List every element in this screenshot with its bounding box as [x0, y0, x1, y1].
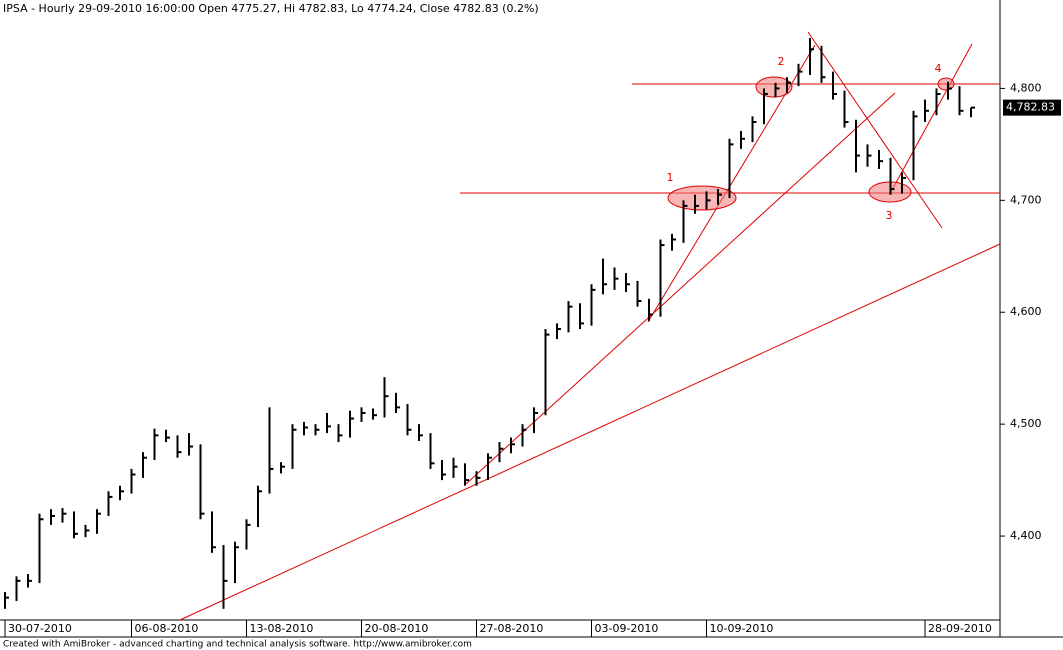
trend-line	[891, 43, 973, 191]
x-tick-label: 30-07-2010	[8, 622, 72, 635]
x-tick-label: 20-08-2010	[365, 622, 429, 635]
annotation: 1	[667, 171, 674, 184]
x-tick-label: 28-09-2010	[928, 622, 992, 635]
annotation: 3	[886, 209, 893, 222]
highlight	[937, 77, 955, 91]
x-tick-label: 27-08-2010	[480, 622, 544, 635]
highlight	[667, 185, 737, 211]
x-tick-label: 03-09-2010	[595, 622, 659, 635]
y-tick-label: 4,600	[1010, 305, 1042, 318]
chart-title: IPSA - Hourly 29-09-2010 16:00:00 Open 4…	[3, 2, 539, 15]
y-tick-label: 4,800	[1010, 81, 1042, 94]
y-tick-label: 4,400	[1010, 529, 1042, 542]
drawings	[179, 31, 1001, 621]
y-tick-label: 4,700	[1010, 193, 1042, 206]
trend-line	[465, 92, 896, 485]
x-tick-label: 06-08-2010	[135, 622, 199, 635]
y-tick-label: 4,500	[1010, 417, 1042, 430]
annotation: 4	[935, 62, 942, 75]
trend-line	[807, 31, 943, 229]
last-price-box	[1003, 99, 1061, 116]
x-tick-label: 10-09-2010	[710, 622, 774, 635]
last-price-label: 4,782.83	[1006, 101, 1055, 114]
trend-line	[179, 243, 1001, 621]
x-tick-label: 13-08-2010	[250, 622, 314, 635]
footer: Created with AmiBroker - advanced charti…	[3, 640, 472, 650]
annotation: 2	[778, 55, 785, 68]
